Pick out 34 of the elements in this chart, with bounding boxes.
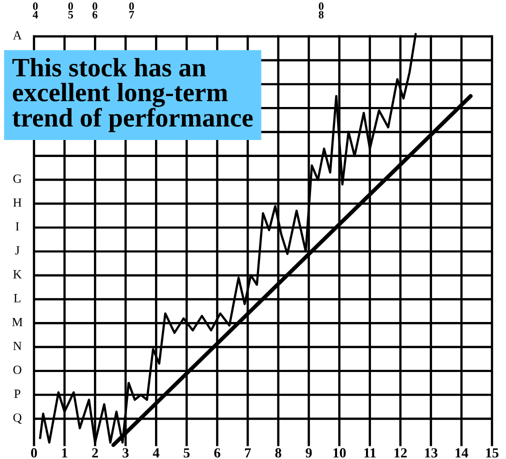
text: P — [14, 390, 20, 398]
x-tick-label: 12 — [394, 448, 407, 458]
x-tick-label: 10 — [334, 448, 346, 458]
text: 07 — [129, 2, 134, 18]
x-tick-label: 1 — [62, 448, 68, 458]
text: Q — [13, 413, 22, 424]
x-tick-label: 14 — [456, 448, 468, 458]
x-tick-label: 7 — [245, 448, 251, 458]
text: 04 — [32, 2, 38, 18]
text: M — [12, 318, 23, 326]
text: N — [13, 342, 22, 350]
x-tick-label: 13 — [425, 448, 438, 458]
text: A — [12, 31, 22, 40]
text: I — [16, 222, 19, 231]
text: O — [13, 366, 22, 374]
x-tick-label: 4 — [152, 448, 160, 458]
text: L — [14, 294, 20, 302]
x-tick-label: 2 — [92, 448, 98, 458]
text: K — [13, 270, 22, 278]
text: 08 — [318, 2, 324, 18]
x-tick-label: 15 — [486, 448, 498, 458]
x-tick-label: 5 — [184, 448, 190, 458]
x-tick-label: 6 — [214, 448, 220, 458]
text: J — [15, 246, 20, 255]
annotation: This stock has an excellent long-term trend of performance — [12, 58, 253, 132]
text: 05 — [68, 2, 74, 18]
x-tick-label: 11 — [364, 448, 376, 458]
x-tick-label: 0 — [31, 448, 37, 458]
text: 06 — [92, 2, 98, 18]
x-tick-label: 8 — [275, 448, 282, 458]
x-tick-label: 9 — [306, 448, 312, 458]
x-tick-label: 3 — [122, 448, 129, 458]
text: G — [13, 174, 22, 183]
text: H — [13, 198, 22, 207]
